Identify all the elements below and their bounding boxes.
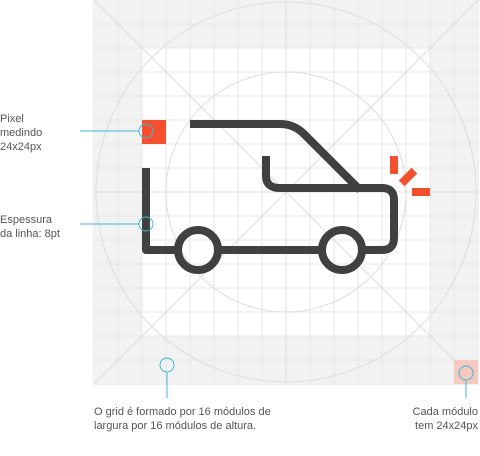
annotation-line: Cada módulo: [413, 406, 478, 418]
annotation-line: medindo: [0, 127, 42, 139]
annotation-line: largura por 16 módulos de altura.: [94, 420, 256, 432]
annotation-line: Pixel: [0, 113, 24, 125]
annotation-line: 24x24px: [0, 141, 42, 153]
annotation-line: da linha: 8pt: [0, 228, 60, 240]
annotation-line: tem 24x24px: [415, 420, 478, 432]
annotation-line: O grid é formado por 16 módulos de: [94, 406, 271, 418]
sparks: [142, 120, 430, 196]
annotation-labels: Pixel medindo 24x24px Espessura da linha: 8p…: [0, 113, 478, 432]
annotation-line: Espessura: [0, 214, 53, 226]
car-icon: [142, 120, 398, 274]
callouts: [80, 123, 474, 398]
